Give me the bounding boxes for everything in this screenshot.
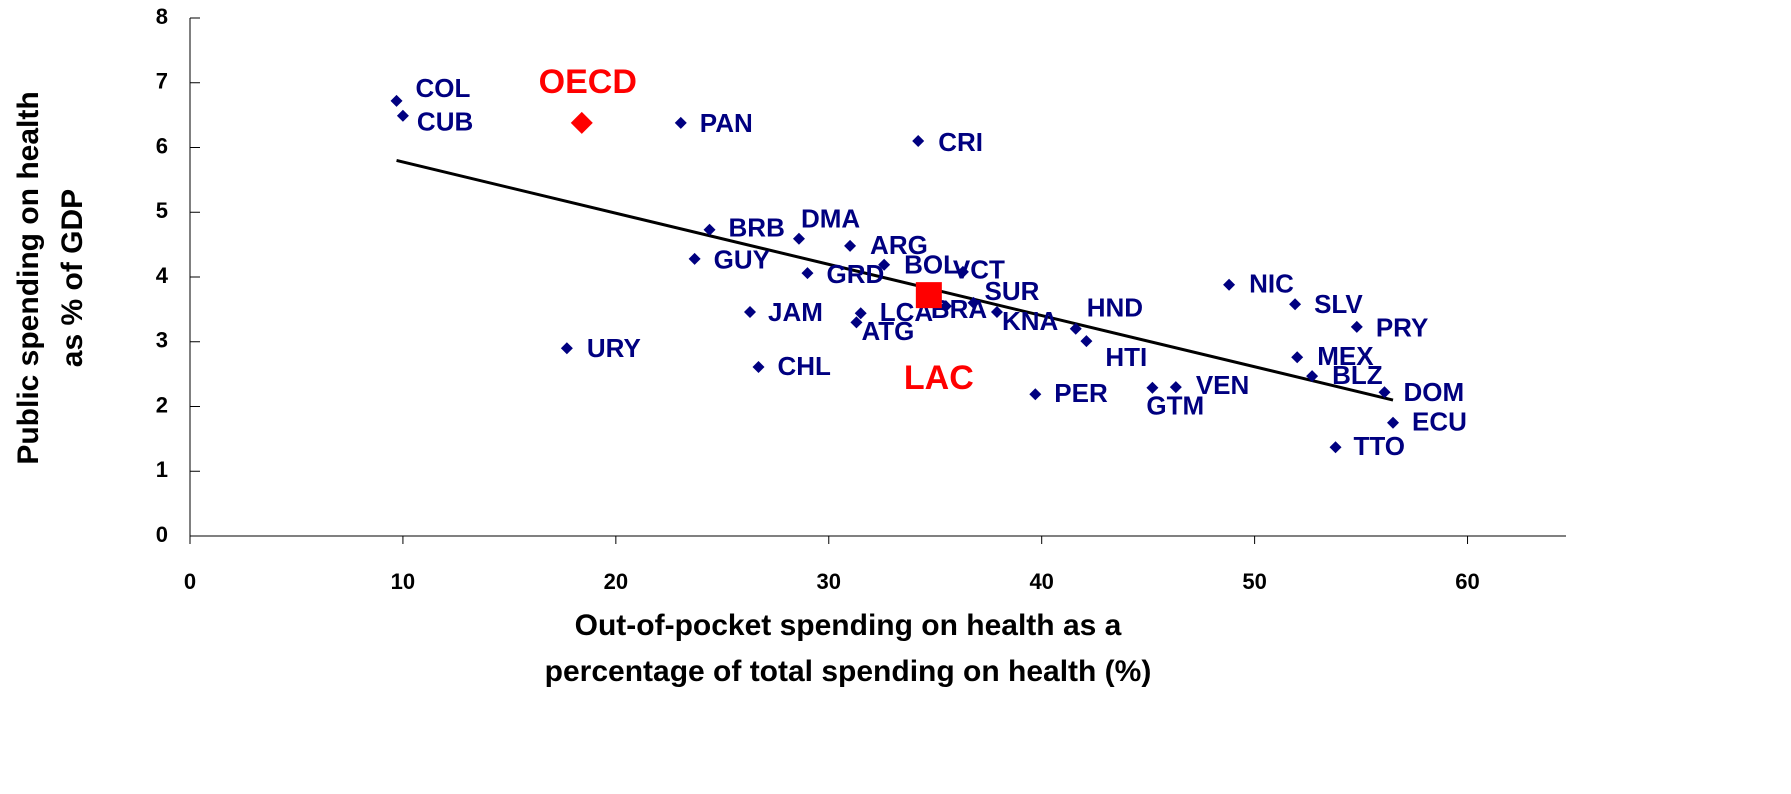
point-label: HTI — [1105, 342, 1147, 372]
diamond-marker — [801, 267, 814, 280]
diamond-marker — [1223, 278, 1236, 291]
point-label: GUY — [714, 245, 770, 275]
point-label: TTO — [1354, 431, 1406, 461]
diamond-marker — [1080, 335, 1093, 348]
point-label: GTM — [1146, 391, 1204, 421]
trendline — [396, 158, 1394, 402]
point-label: BLZ — [1332, 360, 1383, 390]
x-tick-label: 0 — [184, 569, 196, 594]
diamond-marker — [1306, 370, 1319, 383]
diamond-marker — [1069, 322, 1082, 335]
y-tick-label: 3 — [156, 328, 168, 353]
diamond-marker — [688, 252, 701, 265]
point-label: DOM — [1403, 377, 1464, 407]
y-tick-label: 4 — [156, 263, 169, 288]
point-label: VCT — [953, 255, 1005, 285]
diamond-marker — [1291, 351, 1304, 364]
diamond-marker — [844, 239, 857, 252]
x-tick-label: 50 — [1242, 569, 1266, 594]
x-axis-label: percentage of total spending on health (… — [545, 655, 1152, 688]
x-tick-label: 30 — [817, 569, 841, 594]
diamond-marker — [1350, 320, 1363, 333]
diamond-marker — [674, 116, 687, 129]
point-label: DMA — [801, 204, 860, 234]
x-tick-label: 60 — [1455, 569, 1479, 594]
point-label: CRI — [938, 127, 983, 157]
diamond-marker — [1169, 381, 1182, 394]
y-tick-label: 1 — [156, 457, 168, 482]
diamond-marker — [703, 223, 716, 236]
point-label: BOL — [904, 250, 959, 280]
diamond-marker — [570, 111, 593, 134]
y-tick-label: 2 — [156, 392, 168, 417]
diamond-marker — [878, 258, 891, 271]
point-label: MEX — [1317, 341, 1374, 371]
diamond-marker — [967, 296, 980, 309]
diamond-marker — [560, 342, 573, 355]
diamond-marker — [1289, 298, 1302, 311]
diamond-marker — [1029, 388, 1042, 401]
point-label: ECU — [1412, 407, 1467, 437]
point-label: CHL — [778, 351, 832, 381]
y-tick-label: 7 — [156, 69, 168, 94]
diamond-marker — [752, 361, 765, 374]
point-label: PER — [1054, 378, 1108, 408]
y-tick-label: 5 — [156, 198, 168, 223]
square-marker — [915, 282, 942, 309]
point-label: COL — [416, 73, 471, 103]
point-label: VEN — [1196, 370, 1249, 400]
x-tick-label: 10 — [391, 569, 415, 594]
x-tick-label: 40 — [1029, 569, 1053, 594]
diamond-marker — [854, 307, 867, 320]
point-label: PAN — [700, 108, 753, 138]
diamond-marker — [956, 265, 969, 278]
point-label: GRD — [826, 259, 884, 289]
point-label: NIC — [1249, 269, 1294, 299]
diamond-marker — [912, 135, 925, 148]
point-label: URY — [587, 333, 641, 363]
diamond-marker — [850, 316, 863, 329]
point-label: SUR — [985, 276, 1040, 306]
series-label: LAC — [904, 359, 974, 397]
point-label: JAM — [768, 297, 823, 327]
point-label: SLV — [1314, 289, 1363, 319]
diamond-marker — [390, 94, 403, 107]
y-tick-label: 8 — [156, 4, 168, 29]
point-label: ARG — [870, 230, 928, 260]
point-label: PRY — [1376, 313, 1429, 343]
point-label: KNA — [1002, 306, 1059, 336]
x-axis-label: Out-of-pocket spending on health as a — [575, 609, 1122, 642]
x-tick-label: 20 — [604, 569, 628, 594]
diamond-marker — [990, 305, 1003, 318]
series-label: OECD — [539, 63, 637, 101]
diamond-marker — [939, 300, 952, 313]
diamond-marker — [792, 232, 805, 245]
diamond-marker — [743, 305, 756, 318]
y-tick-label: 6 — [156, 133, 168, 158]
point-label: ATG — [861, 316, 914, 346]
point-label: BRB — [729, 213, 785, 243]
diamond-marker — [1387, 416, 1400, 429]
y-axis-label: Public spending on health — [12, 91, 45, 464]
y-tick-label: 0 — [156, 522, 168, 547]
diamond-marker — [1146, 381, 1159, 394]
diamond-marker — [1329, 441, 1342, 454]
point-label: CUB — [417, 107, 473, 137]
point-label: HND — [1087, 293, 1143, 323]
y-axis-label: as % of GDP — [56, 189, 89, 367]
diamond-marker — [396, 109, 409, 122]
diamond-marker — [1378, 386, 1391, 399]
